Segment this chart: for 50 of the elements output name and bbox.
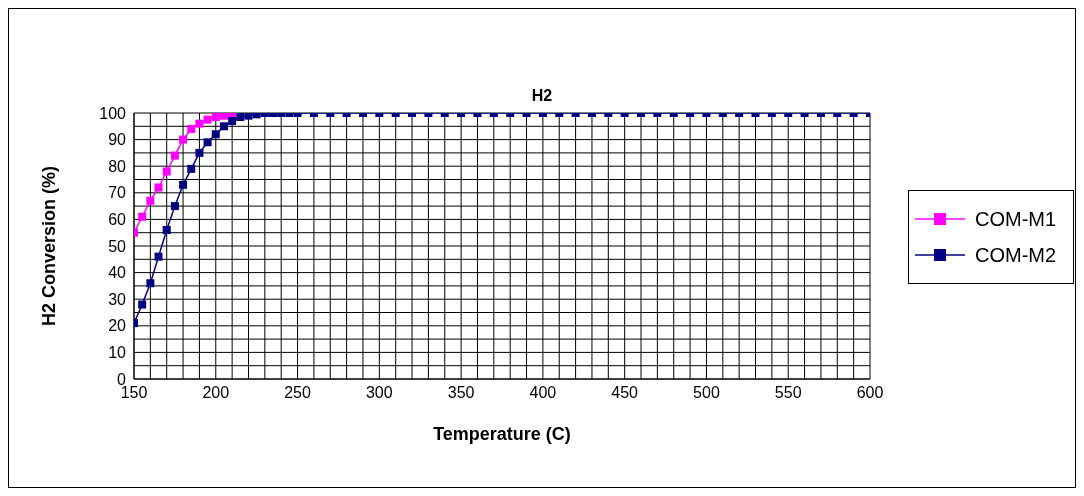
point: [195, 148, 204, 157]
point: [228, 116, 237, 125]
y-tick-label: 70: [108, 184, 127, 202]
legend-label: COM-M1: [975, 207, 1057, 231]
point: [219, 113, 228, 120]
y-tick-label: 20: [108, 317, 127, 335]
point: [219, 122, 228, 131]
point: [203, 138, 212, 147]
point: [154, 252, 163, 261]
point: [179, 135, 188, 144]
point: [146, 196, 155, 205]
y-tick-label: 100: [99, 104, 127, 122]
y-tick-label: 90: [108, 131, 127, 149]
point: [244, 113, 253, 120]
x-tick-label: 400: [529, 384, 557, 402]
point: [211, 130, 220, 139]
point: [170, 151, 179, 160]
x-tick-label: 450: [611, 384, 639, 402]
x-tick-label: 550: [774, 384, 802, 402]
y-axis-title: H2 Conversion (%): [39, 165, 60, 326]
point: [187, 124, 196, 133]
y-tick-label: 60: [108, 211, 127, 229]
legend-label: COM-M2: [975, 243, 1057, 267]
x-tick-label: 300: [365, 384, 393, 402]
x-tick-label: 500: [693, 384, 720, 402]
y-tick-label: 80: [108, 157, 127, 175]
y-tick-label: 40: [108, 264, 127, 282]
y-tick-label: 10: [108, 344, 127, 362]
y-tick-label: 30: [108, 290, 127, 308]
point: [195, 119, 204, 128]
point: [162, 167, 171, 176]
point: [203, 115, 212, 124]
x-tick-label: 600: [856, 384, 884, 402]
point: [138, 212, 147, 221]
point: [138, 300, 147, 309]
x-tick-label: 200: [202, 384, 230, 402]
x-tick-label: 250: [284, 384, 311, 402]
point: [154, 183, 163, 192]
x-axis-title: Temperature (C): [433, 423, 571, 444]
chart-title: H2: [530, 87, 554, 105]
point: [162, 226, 171, 235]
y-tick-label: 50: [108, 237, 127, 255]
point: [211, 113, 220, 121]
point: [179, 180, 188, 189]
point: [170, 202, 179, 211]
point: [146, 279, 155, 288]
point: [236, 113, 245, 121]
point: [187, 164, 196, 173]
x-tick-label: 150: [120, 384, 148, 402]
x-tick-label: 350: [447, 384, 475, 402]
